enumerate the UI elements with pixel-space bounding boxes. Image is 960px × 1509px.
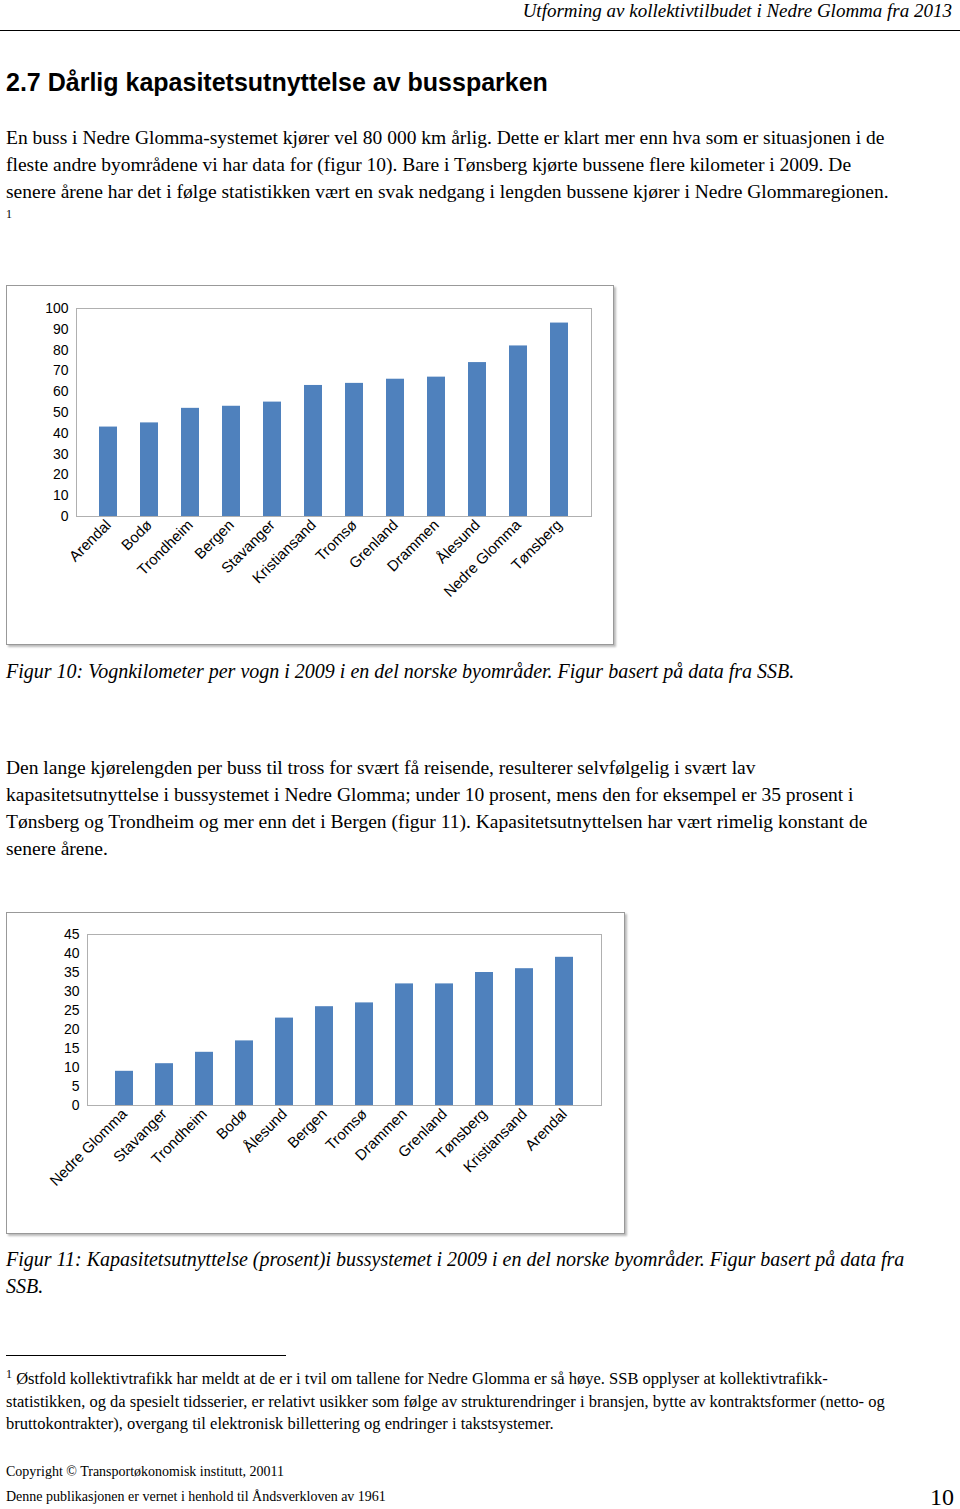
svg-text:90: 90 — [53, 321, 69, 337]
svg-text:Stavanger: Stavanger — [217, 516, 278, 577]
svg-text:Bodø: Bodø — [213, 1105, 250, 1142]
svg-text:10: 10 — [53, 487, 69, 503]
svg-text:Stavanger: Stavanger — [109, 1105, 170, 1166]
svg-text:50: 50 — [53, 404, 69, 420]
svg-text:0: 0 — [72, 1097, 80, 1113]
svg-text:Tønsberg: Tønsberg — [432, 1105, 490, 1163]
html-text:Den lange kjørelengden per bus: Den lange kjørelengden per buss til tros… — [6, 757, 868, 859]
svg-text:Bergen: Bergen — [284, 1105, 330, 1151]
svg-text:Tønsberg: Tønsberg — [508, 516, 565, 573]
svg-text:Drammen: Drammen — [351, 1105, 410, 1164]
svg-text:20: 20 — [53, 466, 69, 482]
svg-text:Nedre Glomma: Nedre Glomma — [46, 1105, 130, 1189]
svg-text:20: 20 — [64, 1021, 80, 1037]
svg-text:40: 40 — [53, 425, 69, 441]
svg-text:30: 30 — [64, 983, 80, 999]
svg-text:Kristiansand: Kristiansand — [460, 1105, 530, 1175]
svg-text:Ålesund: Ålesund — [240, 1105, 290, 1155]
svg-text:0: 0 — [61, 508, 69, 524]
html-text:Utforming av kollektivtilbudet: Utforming av kollektivtilbudet i Nedre G… — [522, 0, 952, 21]
html-text:En buss i Nedre Glomma-systeme: En buss i Nedre Glomma-systemet kjører v… — [6, 127, 889, 202]
svg-text:Arendal: Arendal — [65, 516, 114, 565]
html-text:Figur 11: Kapasitetsutnyttelse: Figur 11: Kapasitetsutnyttelse (prosent)… — [6, 1248, 905, 1297]
svg-text:Bergen: Bergen — [190, 516, 237, 563]
html-text:10: 10 — [930, 1484, 954, 1509]
html-text:Copyright © Transportøkonomisk: Copyright © Transportøkonomisk institutt… — [6, 1464, 285, 1479]
svg-text:10: 10 — [64, 1059, 80, 1075]
svg-text:Ålesund: Ålesund — [432, 516, 483, 567]
svg-text:Grenland: Grenland — [345, 516, 401, 572]
svg-text:Trondheim: Trondheim — [134, 516, 196, 578]
svg-text:Arendal: Arendal — [521, 1105, 570, 1154]
svg-text:Grenland: Grenland — [394, 1105, 450, 1161]
svg-text:70: 70 — [53, 362, 69, 378]
html-text:2.7 Dårlig kapasitetsutnyttels: 2.7 Dårlig kapasitetsutnyttelse av bussp… — [6, 68, 548, 96]
svg-text:40: 40 — [64, 945, 80, 961]
svg-text:Tromsø: Tromsø — [311, 516, 360, 565]
svg-text:45: 45 — [64, 926, 80, 942]
svg-text:30: 30 — [53, 446, 69, 462]
svg-text:80: 80 — [53, 342, 69, 358]
svg-text:15: 15 — [64, 1040, 80, 1056]
svg-text:60: 60 — [53, 383, 69, 399]
svg-text:100: 100 — [45, 300, 69, 316]
svg-text:Bodø: Bodø — [118, 516, 155, 553]
html-text:1Østfold kollektivtrafikk har: 1Østfold kollektivtrafikk har meldt at d… — [6, 1366, 885, 1433]
svg-text:Tromsø: Tromsø — [321, 1105, 370, 1154]
svg-text:5: 5 — [72, 1078, 80, 1094]
svg-text:Nedre Glomma: Nedre Glomma — [440, 516, 524, 600]
html-text:Denne publikasjonen er vernet: Denne publikasjonen er vernet i henhold … — [6, 1489, 386, 1504]
html-text:Figur 10: Vognkilometer per vo: Figur 10: Vognkilometer per vogn i 2009 … — [6, 660, 795, 682]
html-text:1: 1 — [6, 206, 12, 221]
svg-text:Drammen: Drammen — [383, 516, 442, 575]
svg-text:Trondheim: Trondheim — [148, 1105, 210, 1167]
svg-text:35: 35 — [64, 964, 80, 980]
svg-text:Kristiansand: Kristiansand — [249, 516, 319, 586]
svg-text:25: 25 — [64, 1002, 80, 1018]
